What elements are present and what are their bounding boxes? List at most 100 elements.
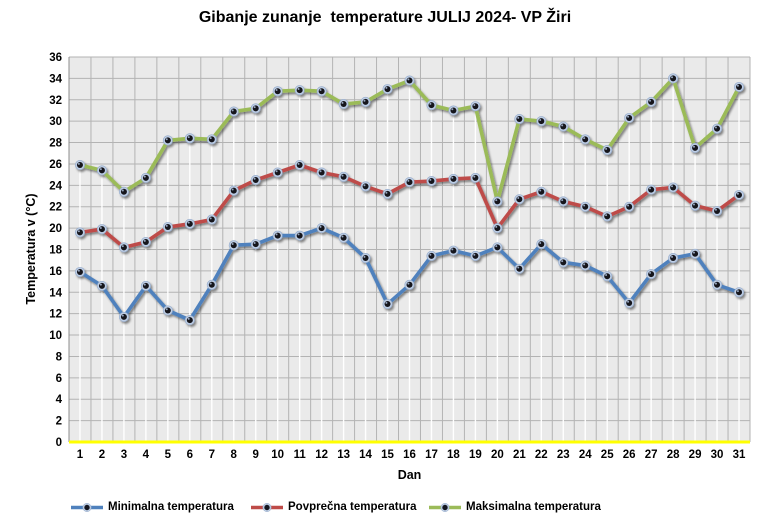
x-tick-label: 4 <box>143 449 150 461</box>
marker-highlight <box>539 118 542 121</box>
marker-povpre-na-temperatura-day-31 <box>734 189 745 200</box>
marker-minimalna-temperatura-day-11 <box>294 230 305 241</box>
marker-core <box>406 281 413 288</box>
marker-highlight <box>275 233 278 236</box>
marker-maksimalna-temperatura-day-20 <box>492 196 503 207</box>
marker-core <box>472 252 479 259</box>
marker-maksimalna-temperatura-day-21 <box>514 114 525 125</box>
x-tick-label: 6 <box>187 449 193 461</box>
marker-highlight <box>407 78 410 81</box>
marker-highlight <box>517 197 520 200</box>
marker-minimalna-temperatura-day-16 <box>404 279 415 290</box>
marker-minimalna-temperatura-day-5 <box>162 305 173 316</box>
marker-povpre-na-temperatura-day-14 <box>360 181 371 192</box>
legend-item-povprecna: Povprečna temperatura <box>250 498 416 516</box>
marker-highlight <box>341 101 344 104</box>
marker-core <box>362 98 369 105</box>
marker-core <box>472 103 479 110</box>
marker-highlight <box>605 214 608 217</box>
marker-core <box>516 116 523 123</box>
marker-core <box>428 252 435 259</box>
marker-core <box>626 299 633 306</box>
marker-maksimalna-temperatura-day-5 <box>162 135 173 146</box>
marker-maksimalna-temperatura-day-13 <box>338 99 349 110</box>
marker-povpre-na-temperatura-day-7 <box>206 214 217 225</box>
marker-maksimalna-temperatura-day-11 <box>294 85 305 96</box>
marker-povpre-na-temperatura-day-20 <box>492 223 503 234</box>
marker-minimalna-temperatura-day-3 <box>118 311 129 322</box>
marker-core <box>76 268 83 275</box>
marker-minimalna-temperatura-day-13 <box>338 232 349 243</box>
x-tick-label: 14 <box>359 449 372 461</box>
marker-highlight <box>671 185 674 188</box>
y-tick-label: 20 <box>49 223 62 235</box>
marker-povpre-na-temperatura-day-3 <box>118 242 129 253</box>
marker-maksimalna-temperatura-day-25 <box>602 145 613 156</box>
marker-highlight <box>561 199 564 202</box>
marker-highlight <box>692 145 695 148</box>
marker-highlight <box>209 282 212 285</box>
marker-core <box>494 198 501 205</box>
marker-highlight <box>473 103 476 106</box>
y-tick-label: 8 <box>56 351 63 363</box>
marker-povpre-na-temperatura-day-28 <box>668 182 679 193</box>
marker-highlight <box>451 108 454 111</box>
marker-povpre-na-temperatura-day-1 <box>74 227 85 238</box>
marker-core <box>384 301 391 308</box>
marker-highlight <box>363 184 366 187</box>
marker-core <box>538 118 545 125</box>
x-tick-label: 12 <box>315 449 328 461</box>
marker-highlight <box>561 260 564 263</box>
marker-highlight <box>495 245 498 248</box>
marker-highlight <box>143 283 146 286</box>
marker-highlight <box>187 317 190 320</box>
marker-core <box>428 178 435 185</box>
marker-core <box>274 169 281 176</box>
marker-highlight <box>429 102 432 105</box>
marker-maksimalna-temperatura-day-4 <box>140 172 151 183</box>
marker-maksimalna-temperatura-day-24 <box>580 134 591 145</box>
marker-core <box>98 226 105 233</box>
marker-highlight <box>121 245 124 248</box>
marker-core <box>252 241 259 248</box>
marker-core <box>560 198 567 205</box>
marker-highlight <box>539 189 542 192</box>
marker-povpre-na-temperatura-day-11 <box>294 160 305 171</box>
x-tick-label: 16 <box>403 449 416 461</box>
marker-core <box>120 313 127 320</box>
x-tick-label: 11 <box>294 449 307 461</box>
marker-maksimalna-temperatura-day-29 <box>690 142 701 153</box>
marker-core <box>120 188 127 195</box>
marker-povpre-na-temperatura-day-19 <box>470 172 481 183</box>
marker-maksimalna-temperatura-day-28 <box>668 73 679 84</box>
marker-core <box>692 250 699 257</box>
marker-minimalna-temperatura-day-17 <box>426 250 437 261</box>
marker-highlight <box>77 162 80 165</box>
marker-core <box>560 259 567 266</box>
marker-minimalna-temperatura-day-4 <box>140 280 151 291</box>
marker-povpre-na-temperatura-day-18 <box>448 173 459 184</box>
marker-highlight <box>121 189 124 192</box>
marker-core <box>648 186 655 193</box>
marker-core <box>626 114 633 121</box>
legend-marker-core <box>84 504 90 510</box>
marker-highlight <box>692 203 695 206</box>
marker-core <box>670 255 677 262</box>
marker-core <box>318 225 325 232</box>
x-tick-label: 18 <box>447 449 460 461</box>
marker-core <box>406 77 413 84</box>
marker-core <box>516 265 523 272</box>
marker-povpre-na-temperatura-day-16 <box>404 177 415 188</box>
marker-maksimalna-temperatura-day-1 <box>74 160 85 171</box>
marker-core <box>98 282 105 289</box>
marker-maksimalna-temperatura-day-23 <box>558 121 569 132</box>
marker-core <box>648 98 655 105</box>
marker-highlight <box>253 241 256 244</box>
marker-povpre-na-temperatura-day-29 <box>690 200 701 211</box>
legend-item-minimalna: Minimalna temperatura <box>70 498 234 516</box>
legend-label-povprecna: Povprečna temperatura <box>288 501 417 513</box>
marker-highlight <box>187 136 190 139</box>
x-tick-label: 21 <box>513 449 526 461</box>
series-minimalna-temperatura <box>74 223 745 326</box>
marker-highlight <box>736 290 739 293</box>
